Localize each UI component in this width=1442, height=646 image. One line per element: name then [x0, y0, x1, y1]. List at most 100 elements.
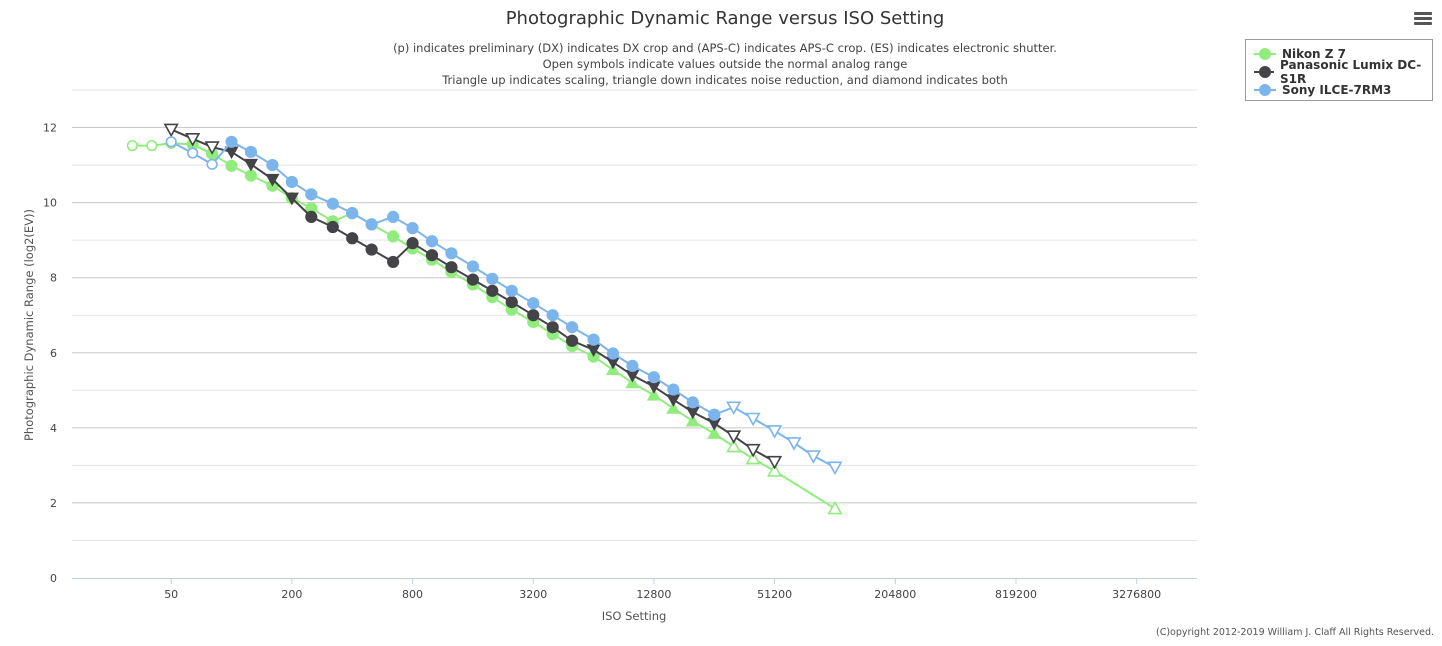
legend-swatch-sony — [1254, 84, 1276, 96]
data-point[interactable] — [685, 406, 700, 420]
data-point[interactable] — [666, 401, 681, 414]
data-point[interactable] — [505, 284, 518, 297]
data-point[interactable] — [165, 136, 177, 148]
data-point[interactable] — [667, 383, 680, 396]
chart-title: Photographic Dynamic Range versus ISO Se… — [506, 8, 945, 29]
data-point[interactable] — [527, 309, 540, 322]
data-point[interactable] — [284, 192, 299, 206]
data-point[interactable] — [767, 425, 783, 439]
data-point[interactable] — [225, 135, 238, 148]
data-point[interactable] — [244, 145, 258, 159]
data-point[interactable] — [546, 321, 559, 334]
data-point[interactable] — [647, 371, 661, 384]
data-point[interactable] — [565, 321, 579, 334]
data-point[interactable] — [243, 158, 259, 172]
data-point[interactable] — [266, 158, 279, 172]
data-point[interactable] — [445, 247, 458, 260]
data-point[interactable] — [726, 430, 742, 444]
data-point[interactable] — [805, 450, 822, 464]
axes: 50 200 800 3200 12800 51200 204800 819200 327680… — [43, 122, 1197, 601]
data-point[interactable] — [707, 426, 722, 439]
data-point[interactable] — [244, 169, 258, 182]
data-point[interactable] — [225, 159, 238, 172]
x-tick-label: 204800 — [874, 588, 916, 601]
data-point[interactable] — [406, 237, 419, 250]
data-point[interactable] — [626, 359, 639, 373]
data-point[interactable] — [365, 243, 378, 256]
data-point[interactable] — [365, 218, 378, 231]
data-point[interactable] — [326, 197, 339, 210]
data-point[interactable] — [686, 396, 699, 409]
data-point[interactable] — [606, 347, 620, 360]
data-point[interactable] — [187, 147, 199, 159]
legend-item-sony-a7r3[interactable]: Sony ILCE-7RM3 — [1254, 82, 1391, 98]
data-point[interactable] — [387, 230, 400, 243]
data-point[interactable] — [445, 261, 458, 274]
x-tick-label: 12800 — [636, 588, 671, 601]
grid-lines — [72, 89, 1197, 541]
data-point[interactable] — [285, 175, 298, 189]
data-point[interactable] — [346, 207, 359, 220]
data-point[interactable] — [685, 413, 700, 427]
data-point[interactable] — [265, 173, 280, 187]
data-point[interactable] — [126, 139, 138, 152]
data-point[interactable] — [767, 463, 783, 477]
data-point[interactable] — [466, 260, 480, 273]
chart-subtitle-line-3: Triangle up indicates scaling, triangle … — [441, 73, 1008, 87]
data-point[interactable] — [646, 387, 661, 401]
legend-item-nikon-z7[interactable]: Nikon Z 7 — [1254, 46, 1346, 62]
data-point[interactable] — [387, 210, 400, 223]
legend-label-panasonic: Panasonic Lumix DC-S1R — [1279, 58, 1422, 86]
hamburger-menu-icon — [1414, 12, 1432, 15]
data-point[interactable] — [827, 500, 843, 515]
data-point[interactable] — [527, 297, 540, 310]
data-point[interactable] — [387, 255, 400, 269]
data-point[interactable] — [708, 408, 721, 421]
data-point[interactable] — [486, 284, 499, 297]
x-tick-label: 819200 — [995, 588, 1037, 601]
legend-swatch-nikon — [1254, 48, 1276, 60]
data-point[interactable] — [745, 412, 761, 427]
y-tick-label: 4 — [50, 422, 57, 435]
data-point[interactable] — [745, 443, 761, 458]
data-point[interactable] — [163, 123, 179, 138]
data-point[interactable] — [827, 461, 843, 476]
data-point[interactable] — [466, 273, 480, 286]
data-point[interactable] — [185, 133, 201, 147]
data-point[interactable] — [726, 438, 742, 453]
y-axis-label: Photographic Dynamic Range (log2(EV)) — [22, 209, 36, 441]
data-point[interactable] — [224, 146, 239, 160]
data-point[interactable] — [425, 249, 439, 262]
data-point[interactable] — [326, 220, 339, 234]
x-axis-label: ISO Setting — [602, 609, 667, 623]
data-point[interactable] — [486, 272, 499, 285]
data-point[interactable] — [204, 141, 220, 155]
data-point[interactable] — [346, 232, 359, 245]
legend-swatch-panasonic — [1254, 66, 1274, 78]
data-point[interactable] — [565, 334, 579, 347]
data-point[interactable] — [587, 333, 600, 346]
series-2 — [165, 135, 843, 476]
data-point[interactable] — [786, 437, 802, 451]
x-tick-label: 3200 — [519, 588, 547, 601]
x-tick-label: 800 — [402, 588, 423, 601]
y-tick-label: 12 — [43, 122, 57, 135]
data-point[interactable] — [505, 295, 518, 309]
chart-menu-button[interactable] — [1412, 10, 1434, 30]
data-point[interactable] — [305, 210, 318, 223]
data-point[interactable] — [206, 158, 218, 170]
series-line — [170, 140, 836, 469]
y-tick-label: 0 — [50, 572, 57, 585]
legend-label-nikon: Nikon Z 7 — [1282, 47, 1347, 61]
data-point[interactable] — [546, 309, 559, 322]
legend-item-panasonic-s1r[interactable]: Panasonic Lumix DC-S1R — [1254, 58, 1432, 86]
data-point[interactable] — [745, 450, 761, 465]
data-point[interactable] — [406, 222, 419, 235]
data-point[interactable] — [767, 455, 783, 470]
series-line — [132, 142, 836, 510]
data-point[interactable] — [425, 235, 439, 248]
data-point[interactable] — [146, 139, 158, 152]
legend-label-sony: Sony ILCE-7RM3 — [1282, 83, 1392, 97]
data-point[interactable] — [305, 188, 318, 201]
data-point[interactable] — [726, 401, 742, 416]
